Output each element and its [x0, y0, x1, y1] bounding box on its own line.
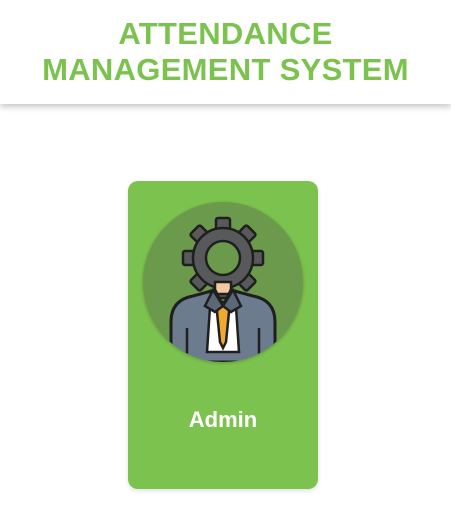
admin-gear-person-icon	[169, 216, 277, 362]
avatar	[143, 202, 303, 362]
page-title-line2: MANAGEMENT SYSTEM	[42, 52, 409, 87]
admin-card-label: Admin	[188, 407, 258, 432]
page-title-line1: ATTENDANCE	[118, 16, 333, 51]
admin-login-card[interactable]: Admin	[128, 181, 318, 489]
app-header: ATTENDANCE MANAGEMENT SYSTEM	[0, 0, 451, 104]
